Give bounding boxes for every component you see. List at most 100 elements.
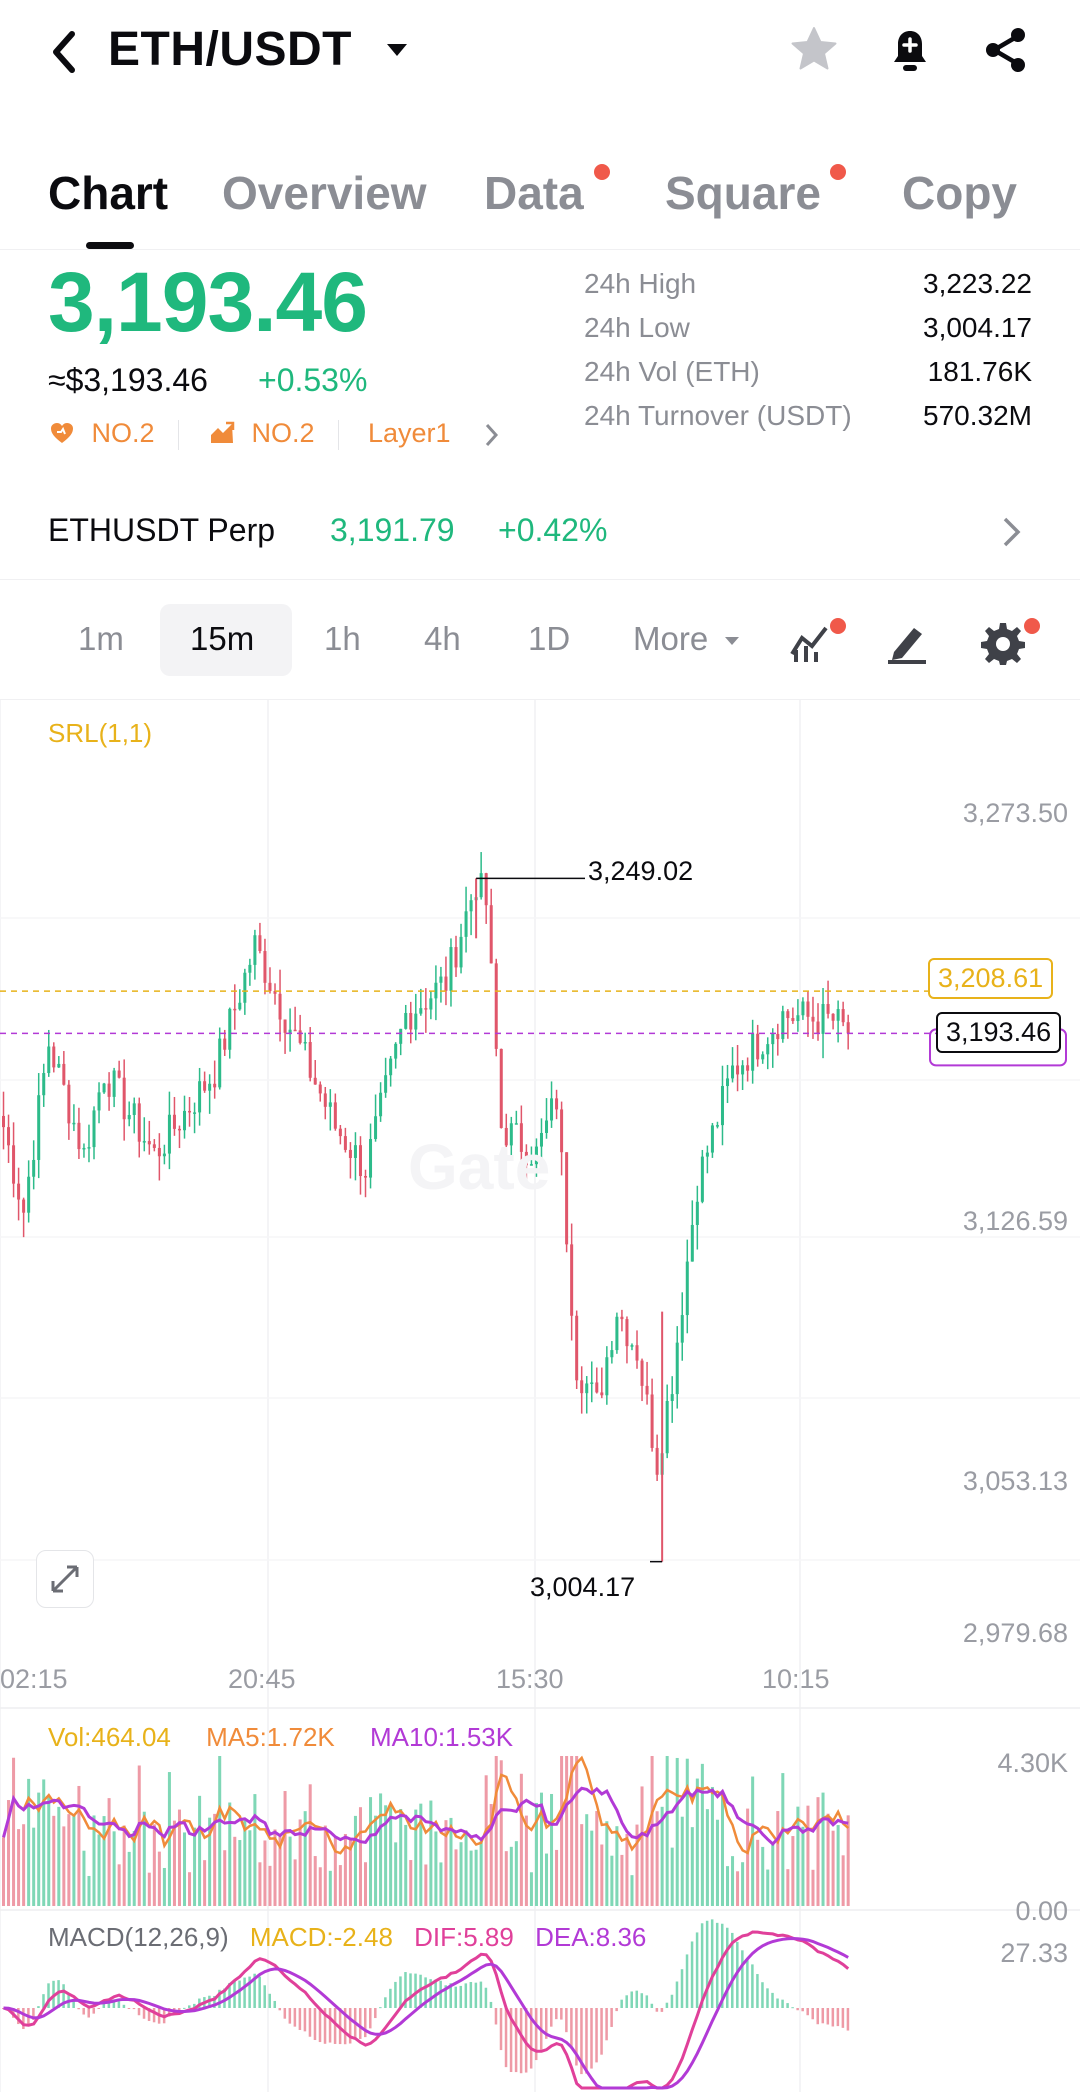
settings-gear-icon[interactable] xyxy=(980,620,1026,666)
tab-copy[interactable]: Copy xyxy=(902,167,1017,219)
candle-body xyxy=(263,951,267,983)
macd-histogram-bar xyxy=(374,2008,377,2019)
caret-down-icon[interactable] xyxy=(385,42,409,58)
candle-body xyxy=(665,1400,669,1454)
candle-body xyxy=(529,1164,533,1166)
candle-body xyxy=(17,1183,21,1200)
macd-histogram-bar xyxy=(369,2008,372,2029)
volume-bar xyxy=(720,1795,724,1906)
candle-body xyxy=(238,1002,242,1010)
macd-histogram-bar xyxy=(786,2003,789,2008)
stat-label: 24h Vol (ETH) xyxy=(584,356,760,387)
tab-chart[interactable]: Chart xyxy=(48,167,169,219)
alert-bell-icon[interactable] xyxy=(884,24,936,76)
candle-body xyxy=(162,1153,166,1157)
tab-square[interactable]: Square xyxy=(665,167,821,219)
perp-change: +0.42% xyxy=(498,512,608,548)
tab-overview[interactable]: Overview xyxy=(222,167,427,219)
macd-histogram-bar xyxy=(821,2008,825,2024)
volume-ma5-line xyxy=(2,1755,850,1855)
stat-value: 570.32M xyxy=(923,400,1032,431)
macd-histogram-bar xyxy=(489,2001,493,2008)
candle-body xyxy=(580,1380,584,1394)
macd-histogram-bar xyxy=(137,2008,141,2016)
candle-body xyxy=(504,1127,508,1146)
candle-body xyxy=(816,1021,820,1034)
macd-histogram-bar xyxy=(831,2008,835,2027)
candle-body xyxy=(399,1028,403,1044)
candle-body xyxy=(630,1345,634,1347)
star-icon[interactable] xyxy=(788,24,840,76)
macd-histogram-bar xyxy=(464,1983,468,2008)
price-axis-label: 3,053.13 xyxy=(962,1466,1068,1496)
volume-bar xyxy=(746,1808,750,1906)
candle-body xyxy=(831,1013,835,1021)
candle-body xyxy=(434,982,438,999)
volume-bar xyxy=(97,1834,101,1906)
chevron-right-icon xyxy=(485,423,499,447)
macd-histogram-bar xyxy=(615,2008,618,2012)
candle-body xyxy=(595,1382,599,1393)
candle-body xyxy=(545,1120,549,1133)
macd-histogram-bar xyxy=(313,2008,317,2041)
macd-legend: MACD(12,26,9) MACD:-2.48 DIF:5.89 DEA:8.… xyxy=(48,1922,674,1953)
volume-bar xyxy=(233,1836,237,1906)
macd-histogram-bar xyxy=(675,1981,679,2008)
interval-more[interactable]: More xyxy=(633,620,741,658)
volume-bar xyxy=(278,1836,282,1906)
pair-title[interactable]: ETH/USDT xyxy=(108,23,352,76)
volume-bar xyxy=(534,1802,538,1906)
volume-bar xyxy=(590,1830,594,1906)
interval-1h[interactable]: 1h xyxy=(324,620,361,657)
interval-selected-bg xyxy=(160,604,292,676)
tab-data-notification-dot xyxy=(594,164,610,180)
interval-4h[interactable]: 4h xyxy=(424,620,461,657)
macd-histogram-bar xyxy=(756,1974,759,2008)
interval-15m[interactable]: 15m xyxy=(190,620,255,657)
volume-bar xyxy=(444,1820,448,1906)
back-arrow-icon[interactable] xyxy=(44,28,84,76)
last-price-tag: 3,193.46 xyxy=(936,1012,1062,1053)
candle-body xyxy=(127,1114,131,1120)
candle-body xyxy=(172,1114,176,1129)
candle-body xyxy=(585,1383,589,1394)
volume-bar xyxy=(409,1860,413,1906)
tab-data[interactable]: Data xyxy=(484,167,584,219)
macd-histogram-bar xyxy=(720,1923,724,2008)
macd-histogram-bar xyxy=(529,2008,533,2069)
candle-body xyxy=(781,1011,785,1040)
macd-histogram-bar xyxy=(610,2008,613,2027)
volume-bar xyxy=(469,1850,473,1906)
expand-fullscreen-icon[interactable] xyxy=(36,1550,94,1608)
candle-body xyxy=(741,1065,745,1075)
draw-pen-icon[interactable] xyxy=(884,620,930,666)
volume-axis-top: 4.30K xyxy=(997,1748,1068,1778)
candle-body xyxy=(2,1115,6,1128)
interval-1d[interactable]: 1D xyxy=(528,620,571,657)
volume-bar xyxy=(791,1836,795,1906)
volume-bar xyxy=(419,1803,423,1906)
volume-bar xyxy=(675,1757,679,1906)
srl-indicator-label: SRL(1,1) xyxy=(48,718,153,748)
interval-1m[interactable]: 1m xyxy=(78,620,124,657)
volume-bar xyxy=(761,1846,765,1906)
volume-bar xyxy=(680,1816,684,1906)
macd-histogram-bar xyxy=(826,2008,830,2025)
macd-histogram-bar xyxy=(22,2008,25,2029)
macd-histogram-bar xyxy=(565,2008,568,2033)
volume-bar xyxy=(137,1765,141,1906)
candle-body xyxy=(67,1084,71,1124)
candle-body xyxy=(208,1083,212,1091)
volume-bar xyxy=(228,1802,232,1906)
share-icon[interactable] xyxy=(980,24,1032,76)
macd-histogram-bar xyxy=(796,2008,799,2011)
volume-bar xyxy=(625,1833,629,1906)
candle-body xyxy=(695,1201,699,1225)
volume-legend: Vol:464.04 MA5:1.72K MA10:1.53K xyxy=(48,1722,541,1753)
macd-value: MACD:-2.48 xyxy=(249,1922,393,1952)
kline-chart[interactable]: Gate SRL(1,1) 3,273.50 3,126.59 3,053.13… xyxy=(0,700,1080,2092)
candle-body xyxy=(610,1350,614,1358)
interval-bar: 1m 15m 1h 4h 1D More xyxy=(0,590,1080,700)
indicators-icon[interactable] xyxy=(788,620,834,666)
perp-link-row[interactable]: ETHUSDT Perp 3,191.79 +0.42% xyxy=(0,500,1080,580)
